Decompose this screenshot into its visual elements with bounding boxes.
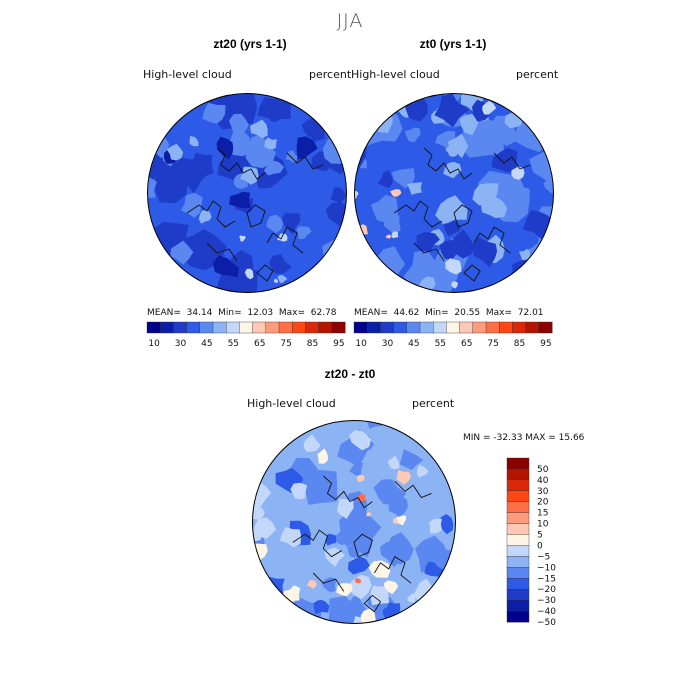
max-label: Max= <box>278 308 306 318</box>
colorbar-tick-label: 30 <box>537 487 549 497</box>
panel-1-variable: High-level cloud <box>143 68 232 81</box>
colorbar-tick-label: 95 <box>333 339 344 349</box>
panel-3-units: percent <box>412 397 455 410</box>
colorbar-tick-label: 85 <box>307 339 318 349</box>
mean-label: MEAN= <box>354 308 388 318</box>
panel-3-title: zt20 - zt0 <box>324 367 376 381</box>
colorbar-tick-label: 15 <box>537 509 548 519</box>
colorbar-tick-label: 55 <box>435 339 446 349</box>
max-value: 62.78 <box>310 308 337 318</box>
panel-3-minmax: MIN = -32.33 MAX = 15.66 <box>463 433 585 443</box>
min-label: Min= <box>425 308 449 318</box>
min-label: Min= <box>218 308 242 318</box>
colorbar-tick-label: 5 <box>537 531 543 541</box>
colorbar-tick-label: −50 <box>537 618 556 628</box>
colorbar-tick-label: −20 <box>537 585 556 595</box>
colorbar-tick-label: 55 <box>228 339 239 349</box>
colorbar-tick-label: 45 <box>408 339 419 349</box>
colorbar-tick-label: 20 <box>537 498 549 508</box>
panel-1-units: percent <box>309 68 352 81</box>
colorbar-tick-label: 75 <box>487 339 498 349</box>
panel-2-variable: High-level cloud <box>351 68 440 81</box>
max-value: 72.01 <box>517 308 544 318</box>
panel-2-stats: MEAN= 44.62 Min= 20.55 Max= 72.01 <box>354 308 544 318</box>
panel-3-polar-map <box>252 420 456 624</box>
mean-value: 44.62 <box>393 308 420 318</box>
colorbar-tick-label: 10 <box>537 520 549 530</box>
colorbar-tick-label: 10 <box>355 339 367 349</box>
panel-1-polar-map <box>147 93 347 293</box>
panel-1-title: zt20 (yrs 1-1) <box>213 37 287 51</box>
colorbar-tick-label: 45 <box>201 339 212 349</box>
colorbar-tick-label: 40 <box>537 476 549 486</box>
colorbar-tick-label: 0 <box>537 542 543 552</box>
min-value: 20.55 <box>454 308 481 318</box>
panel-2-colorbar: 10 30 45 55 65 75 85 95 <box>353 321 553 349</box>
colorbar-tick-label: 85 <box>514 339 525 349</box>
colorbar-tick-label: 95 <box>540 339 551 349</box>
colorbar-tick-label: −10 <box>537 563 556 573</box>
panel-2-title: zt0 (yrs 1-1) <box>419 37 487 51</box>
colorbar-tick-label: −5 <box>537 552 550 562</box>
colorbar-tick-label: 30 <box>175 339 187 349</box>
panel-2-units: percent <box>516 68 559 81</box>
min-value: 12.03 <box>247 308 274 318</box>
mean-label: MEAN= <box>147 308 181 318</box>
panel-3-variable: High-level cloud <box>247 397 336 410</box>
colorbar-tick-label: 50 <box>537 465 549 475</box>
panel-1-colorbar: 10 30 45 55 65 75 85 95 <box>146 321 346 349</box>
mean-value: 34.14 <box>186 308 213 318</box>
panel-2-polar-map <box>354 93 554 293</box>
colorbar-tick-label: 10 <box>148 339 160 349</box>
colorbar-tick-label: −30 <box>537 596 556 606</box>
colorbar-tick-label: 65 <box>461 339 472 349</box>
colorbar-tick-label: −40 <box>537 607 556 617</box>
max-label: Max= <box>485 308 513 318</box>
season-title: JJA <box>336 10 364 32</box>
colorbar-tick-label: 65 <box>254 339 265 349</box>
colorbar-tick-label: 75 <box>280 339 291 349</box>
colorbar-tick-label: −15 <box>537 574 556 584</box>
colorbar-tick-label: 30 <box>382 339 394 349</box>
panel-1-stats: MEAN= 34.14 Min= 12.03 Max= 62.78 <box>147 308 337 318</box>
